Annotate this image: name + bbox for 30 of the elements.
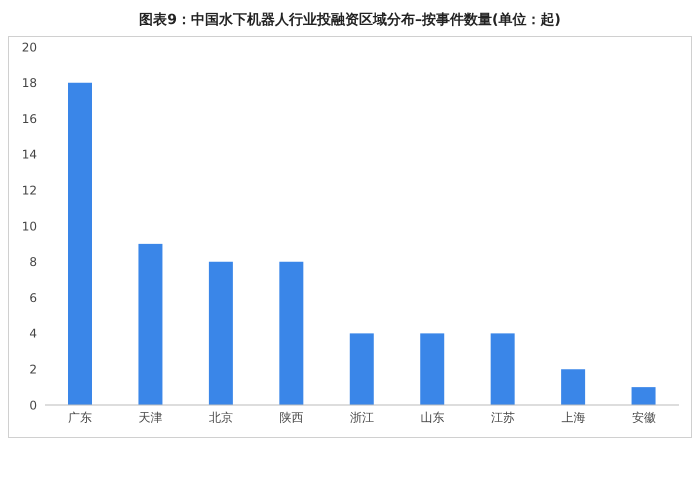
- y-tick-label: 10: [22, 219, 37, 234]
- x-tick-label: 陕西: [280, 410, 304, 425]
- y-tick-label: 20: [22, 40, 37, 54]
- bar: [350, 333, 374, 405]
- y-tick-label: 4: [29, 326, 37, 341]
- x-tick-label: 浙江: [350, 410, 374, 425]
- x-tick-label: 广东: [68, 410, 92, 425]
- bar: [632, 387, 656, 405]
- bar: [561, 369, 586, 405]
- x-tick-label: 江苏: [490, 410, 515, 425]
- y-tick-label: 2: [29, 362, 37, 376]
- y-tick-label: 0: [29, 398, 37, 412]
- bar: [490, 333, 515, 405]
- y-tick-label: 14: [22, 148, 37, 162]
- bar: [420, 333, 444, 405]
- y-tick-label: 18: [22, 76, 37, 90]
- chart-title: 图表9：中国水下机器人行业投融资区域分布–按事件数量(单位：起): [138, 11, 562, 30]
- x-tick-label: 山东: [420, 410, 444, 425]
- y-tick-label: 16: [22, 112, 37, 126]
- y-tick-label: 12: [22, 183, 37, 198]
- x-tick-label: 上海: [561, 410, 586, 425]
- bar: [208, 262, 233, 405]
- y-tick-label: 8: [29, 255, 37, 270]
- bar: [138, 244, 162, 405]
- y-tick-label: 6: [29, 290, 37, 305]
- x-tick-label: 天津: [138, 410, 163, 425]
- x-tick-label: 安徽: [632, 410, 656, 425]
- bar: [279, 262, 304, 405]
- bar: [68, 82, 92, 405]
- x-tick-label: 北京: [209, 410, 234, 425]
